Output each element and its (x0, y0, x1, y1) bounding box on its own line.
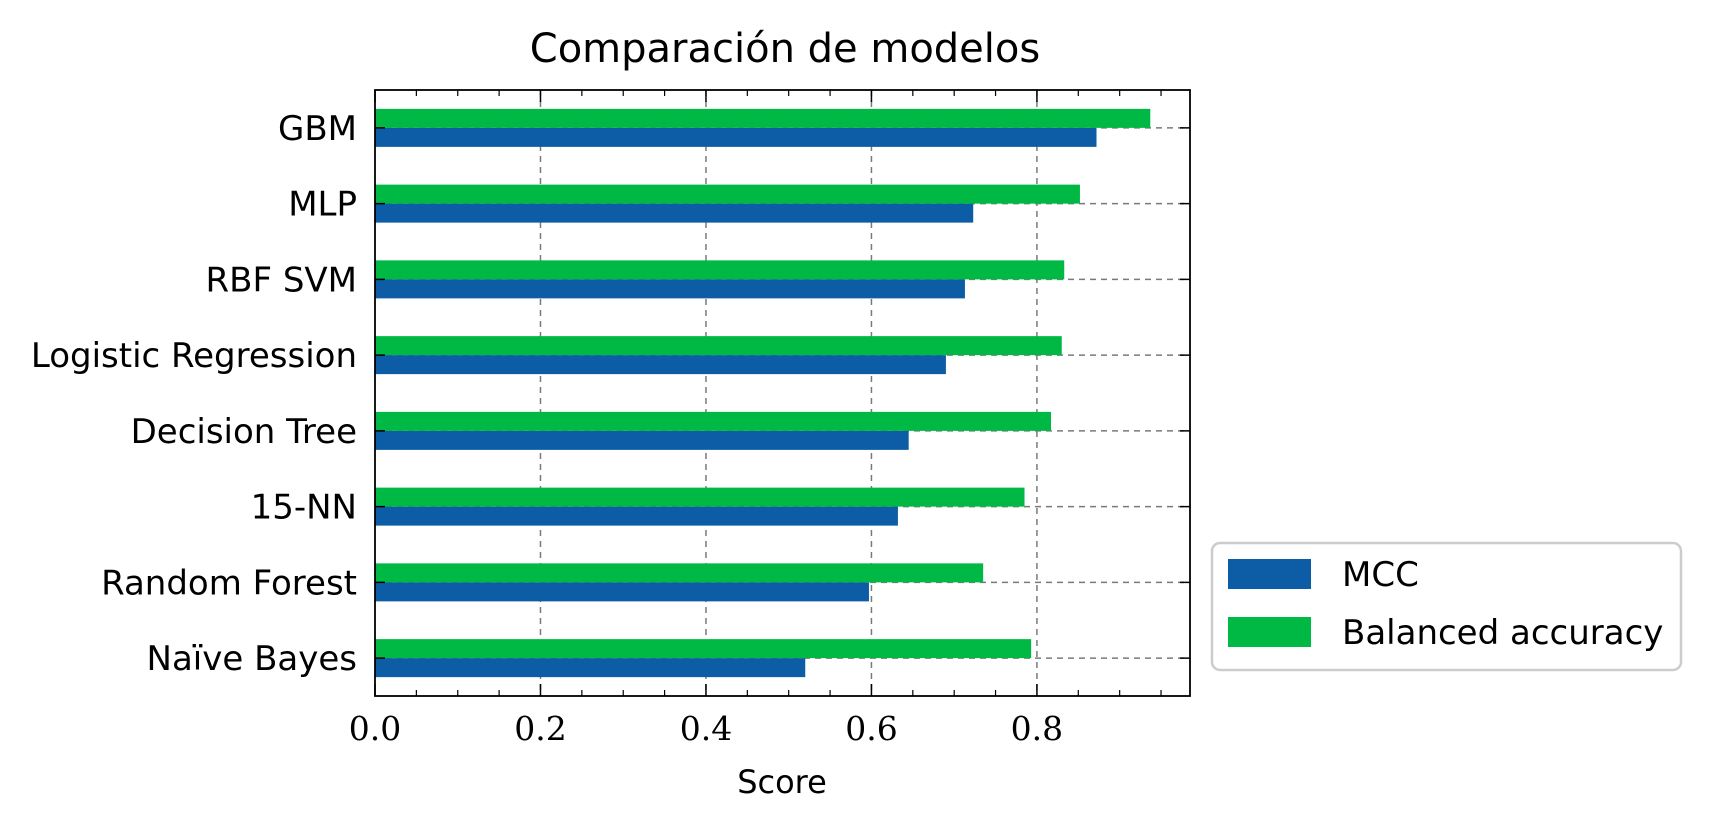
ticks-layer (374, 90, 1190, 696)
chart-title: Comparación de modelos (530, 26, 1040, 72)
bar-mcc-1 (375, 582, 869, 602)
legend-frame (1210, 541, 1683, 672)
bar-mcc-7 (375, 127, 1097, 147)
x-tick-label: 0.2 (514, 709, 566, 748)
bar-mcc-0 (375, 658, 806, 678)
legend-swatch-mcc (1228, 559, 1311, 589)
category-label: 15-NN (251, 488, 357, 528)
x-tick-label: 0.8 (1011, 709, 1063, 748)
bar-mcc-3 (375, 430, 909, 450)
bar-balanced-accuracy-1 (375, 563, 984, 583)
bar-balanced-accuracy-3 (375, 411, 1051, 431)
x-tick-label: 0.4 (680, 709, 732, 748)
legend-label-balanced-accuracy: Balanced accuracy (1342, 613, 1663, 653)
bars-layer (375, 108, 1151, 678)
category-label: Decision Tree (131, 412, 357, 452)
category-label: Logistic Regression (31, 336, 357, 376)
x-axis-label: Score (737, 763, 827, 801)
bar-balanced-accuracy-0 (375, 639, 1032, 659)
x-tick-labels: 0.0 0.2 0.4 0.6 0.8 (349, 709, 1063, 748)
plot-frame (374, 89, 1191, 697)
bar-mcc-6 (375, 203, 974, 223)
bar-balanced-accuracy-4 (375, 336, 1062, 356)
bar-balanced-accuracy-7 (375, 108, 1151, 128)
bar-mcc-5 (375, 279, 965, 299)
category-labels: Naïve Bayes Random Forest 15-NN Decision Tr… (31, 109, 357, 679)
bar-mcc-2 (375, 506, 898, 526)
bar-balanced-accuracy-5 (375, 260, 1065, 280)
grid-layer (375, 90, 1190, 696)
category-label: GBM (278, 109, 357, 149)
legend-label-mcc: MCC (1342, 555, 1419, 595)
category-label: Naïve Bayes (147, 639, 357, 679)
bar-balanced-accuracy-2 (375, 487, 1025, 507)
legend-swatch-balanced-accuracy (1228, 617, 1311, 647)
category-label: Random Forest (101, 563, 357, 603)
bar-mcc-4 (375, 355, 946, 375)
legend: MCC Balanced accuracy (1210, 541, 1683, 672)
x-tick-label: 0.0 (349, 709, 401, 748)
x-tick-label: 0.6 (845, 709, 897, 748)
bar-balanced-accuracy-6 (375, 184, 1080, 204)
category-label: MLP (288, 185, 357, 225)
category-label: RBF SVM (206, 260, 358, 300)
